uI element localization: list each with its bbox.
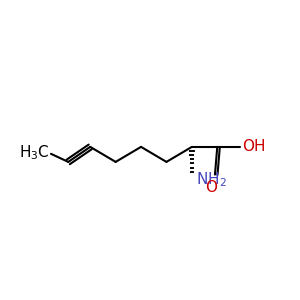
Text: OH: OH — [242, 140, 266, 154]
Text: O: O — [205, 180, 217, 195]
Text: $\mathregular{H_3C}$: $\mathregular{H_3C}$ — [19, 143, 49, 161]
Text: $\mathregular{NH_2}$: $\mathregular{NH_2}$ — [196, 170, 227, 189]
